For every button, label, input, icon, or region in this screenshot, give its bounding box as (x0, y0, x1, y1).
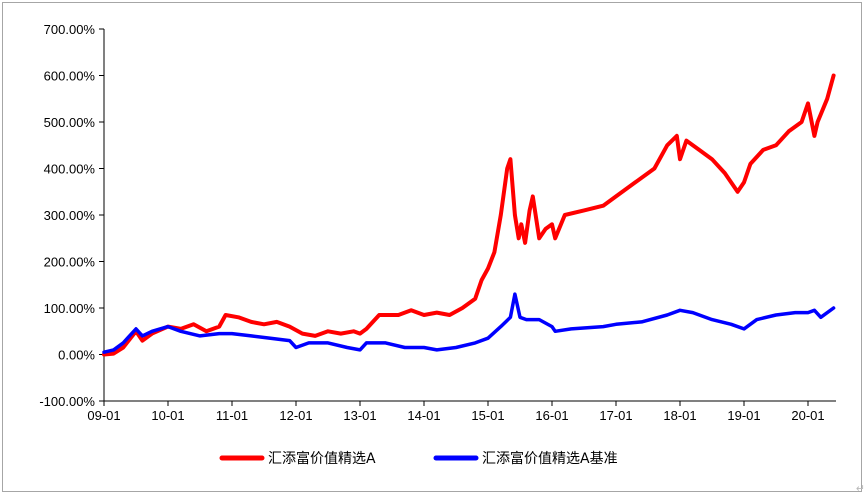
x-tick-label: 15-01 (471, 408, 504, 423)
y-tick-label: 100.00% (44, 301, 96, 316)
x-tick-label: 19-01 (727, 408, 760, 423)
x-tick-label: 12-01 (279, 408, 312, 423)
legend-label-1: 汇添富价值精选A (268, 450, 376, 467)
y-tick-label: 0.00% (58, 348, 95, 363)
x-tick-label: 11-01 (216, 408, 248, 423)
series-layer (102, 73, 836, 357)
series-line-1 (102, 73, 836, 357)
corner-mark: ↵ (855, 483, 865, 495)
x-tick-label: 09-01 (87, 408, 120, 423)
x-tick-label: 17-01 (599, 408, 632, 423)
x-axis-ticks: 09-01 10-01 11-01 12-01 13-01 14-01 15-01 16-01… (87, 401, 825, 423)
x-tick-label: 10-01 (151, 408, 184, 423)
y-tick-label: 700.00% (44, 22, 96, 37)
y-axis-ticks: 700.00% 600.00% 500.00% 400.00% 300.00% 200.0… (39, 22, 104, 409)
y-tick-label: 600.00% (44, 69, 96, 84)
y-tick-label: -100.00% (39, 394, 95, 409)
y-tick-label: 200.00% (44, 255, 96, 270)
legend: 汇添富价值精选A 汇添富价值精选A基准 (219, 450, 618, 467)
y-tick-label: 300.00% (44, 208, 96, 223)
x-tick-label: 18-01 (663, 408, 696, 423)
chart-frame (2, 2, 862, 492)
x-tick-label: 20-01 (791, 408, 824, 423)
x-tick-label: 14-01 (407, 408, 440, 423)
legend-label-2: 汇添富价值精选A基准 (482, 450, 618, 467)
y-tick-label: 400.00% (44, 162, 96, 177)
series-line-2 (102, 292, 836, 354)
x-tick-label: 16-01 (535, 408, 568, 423)
y-tick-label: 500.00% (44, 115, 96, 130)
x-tick-label: 13-01 (343, 408, 376, 423)
